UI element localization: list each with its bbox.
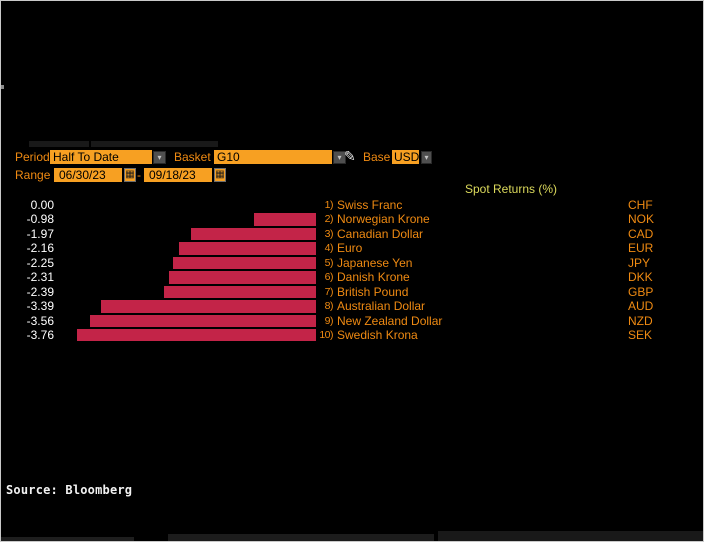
row-rank: 8) <box>324 300 334 313</box>
bar-value-label: -1.97 <box>26 226 54 241</box>
currency-name: Danish Krone <box>337 270 410 285</box>
currency-code: JPY <box>628 255 651 270</box>
currency-code: GBP <box>628 284 654 299</box>
range-label: Range <box>15 168 51 182</box>
row-rank: 1) <box>324 199 334 211</box>
row-rank: 6) <box>324 271 334 284</box>
return-bar[interactable] <box>77 328 316 342</box>
currency-row[interactable]: -3.39 8) Australian Dollar AUD <box>1 299 703 314</box>
bar-value-label: -2.16 <box>26 241 54 256</box>
row-rank: 7) <box>324 285 334 298</box>
currency-name: Swedish Krona <box>337 327 418 342</box>
period-label: Period <box>15 150 50 164</box>
currency-row[interactable]: -3.76 10) Swedish Krona SEK <box>1 327 703 342</box>
currency-row[interactable]: -2.31 6) Danish Krone DKK <box>1 270 703 285</box>
bar-value-label: -3.76 <box>26 327 54 342</box>
range-start-input[interactable]: 06/30/23 <box>54 168 122 182</box>
currency-name: Swiss Franc <box>337 198 403 212</box>
calendar-icon[interactable]: ▦ <box>214 168 226 182</box>
row-rank: 3) <box>324 227 334 240</box>
bottom-bar-segment <box>438 531 703 541</box>
return-bar[interactable] <box>254 213 316 226</box>
currency-code: EUR <box>628 241 654 256</box>
return-bar[interactable] <box>169 271 316 284</box>
basket-dropdown[interactable]: G10 <box>214 150 332 164</box>
currency-code: NZD <box>628 313 653 328</box>
bar-value-label: -3.56 <box>26 313 54 328</box>
range-separator: - <box>137 168 141 182</box>
return-bar[interactable] <box>191 227 316 241</box>
chevron-down-icon[interactable]: ▾ <box>421 150 432 164</box>
row-rank: 2) <box>324 213 334 226</box>
chart-rows: 0.00 1) Swiss Franc CHF -0.98 2) Norwegian Kro… <box>1 198 703 342</box>
currency-name: Canadian Dollar <box>337 226 424 241</box>
chart-title: Spot Returns (%) <box>464 182 558 196</box>
currency-name: Australian Dollar <box>337 299 426 314</box>
bar-value-label: -2.25 <box>26 255 54 270</box>
return-bar[interactable] <box>90 314 316 327</box>
return-bar[interactable] <box>173 256 316 270</box>
currency-row[interactable]: -3.56 9) New Zealand Dollar NZD <box>1 313 703 328</box>
currency-code: AUD <box>628 299 654 314</box>
currency-row[interactable]: -0.98 2) Norwegian Krone NOK <box>1 212 703 227</box>
range-end-input[interactable]: 09/18/23 <box>144 168 212 182</box>
chevron-down-icon[interactable]: ▾ <box>333 150 346 164</box>
currency-row[interactable]: -1.97 3) Canadian Dollar CAD <box>1 226 703 241</box>
row-rank: 10) <box>319 328 333 341</box>
currency-code: DKK <box>628 270 653 285</box>
base-label: Base <box>363 150 391 164</box>
chevron-down-icon[interactable]: ▾ <box>153 150 166 164</box>
tab-strip-segment <box>29 141 89 147</box>
currency-code: SEK <box>628 327 653 342</box>
calendar-icon[interactable]: ▦ <box>124 168 136 182</box>
currency-name: New Zealand Dollar <box>337 313 443 328</box>
bottom-bar-segment <box>168 534 434 541</box>
base-dropdown[interactable]: USD <box>392 150 419 164</box>
bar-value-label: -2.39 <box>26 284 54 299</box>
currency-row[interactable]: -2.39 7) British Pound GBP <box>1 284 703 299</box>
period-dropdown[interactable]: Half To Date <box>50 150 152 164</box>
currency-name: Japanese Yen <box>337 255 413 270</box>
basket-label: Basket <box>174 150 211 164</box>
currency-row[interactable]: 0.00 1) Swiss Franc CHF <box>1 198 703 212</box>
row-rank: 5) <box>324 256 334 269</box>
return-bar[interactable] <box>179 242 316 255</box>
currency-name: British Pound <box>337 284 409 299</box>
currency-name: Norwegian Krone <box>337 212 430 227</box>
currency-code: CAD <box>628 226 654 241</box>
currency-code: NOK <box>628 212 655 227</box>
currency-code: CHF <box>628 198 653 212</box>
currency-row[interactable]: -2.16 4) Euro EUR <box>1 241 703 256</box>
currency-row[interactable]: -2.25 5) Japanese Yen JPY <box>1 255 703 270</box>
bar-value-label: -0.98 <box>26 212 54 227</box>
edit-pencil-icon[interactable]: ✎ <box>344 148 356 164</box>
window-edge-mark <box>1 85 4 89</box>
tab-strip-segment <box>91 141 218 147</box>
bar-value-label: -2.31 <box>26 270 54 285</box>
return-bar[interactable] <box>164 285 316 299</box>
row-rank: 9) <box>324 314 334 327</box>
row-rank: 4) <box>324 242 334 255</box>
return-bar[interactable] <box>101 300 316 313</box>
source-credit: Source: Bloomberg <box>6 483 133 497</box>
bar-value-label: 0.00 <box>30 198 54 212</box>
currency-name: Euro <box>337 241 363 256</box>
bottom-bar-segment <box>1 537 134 541</box>
bar-value-label: -3.39 <box>26 299 54 314</box>
